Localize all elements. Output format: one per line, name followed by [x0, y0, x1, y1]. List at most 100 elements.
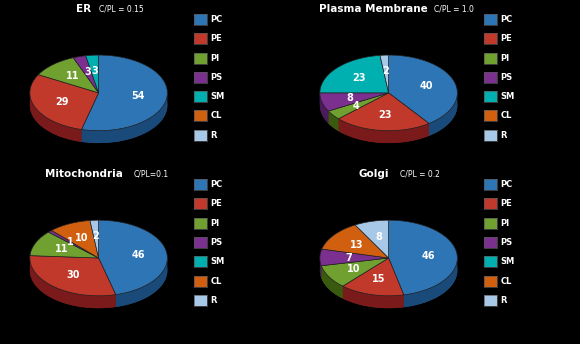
Text: 54: 54	[132, 90, 145, 101]
Text: C/PL = 0.2: C/PL = 0.2	[400, 170, 440, 179]
Text: Plasma Membrane: Plasma Membrane	[319, 4, 428, 14]
Text: PE: PE	[501, 34, 512, 43]
Polygon shape	[30, 93, 82, 142]
Text: R: R	[501, 296, 507, 305]
Text: Golgi: Golgi	[358, 169, 389, 179]
Text: PI: PI	[211, 54, 220, 63]
Text: 4: 4	[353, 101, 360, 111]
Polygon shape	[404, 259, 457, 307]
Text: SM: SM	[501, 92, 515, 101]
Polygon shape	[389, 93, 458, 136]
Text: C/PL = 1.0: C/PL = 1.0	[434, 5, 474, 14]
Polygon shape	[49, 230, 99, 258]
Polygon shape	[99, 220, 168, 294]
Polygon shape	[321, 258, 389, 286]
Polygon shape	[86, 55, 99, 93]
Text: CL: CL	[211, 111, 222, 120]
Polygon shape	[115, 259, 167, 307]
Text: PS: PS	[211, 73, 223, 82]
Text: 40: 40	[420, 81, 433, 91]
Text: 11: 11	[55, 244, 69, 254]
Text: 7: 7	[345, 252, 352, 263]
Ellipse shape	[320, 233, 458, 308]
Ellipse shape	[30, 233, 168, 308]
Text: 23: 23	[378, 110, 392, 120]
Text: 13: 13	[350, 240, 364, 250]
Polygon shape	[82, 94, 167, 143]
Polygon shape	[343, 286, 404, 308]
Text: PS: PS	[501, 73, 513, 82]
Polygon shape	[320, 93, 380, 105]
Polygon shape	[322, 225, 389, 258]
Text: 10: 10	[347, 264, 361, 274]
Text: 8: 8	[375, 232, 382, 242]
Text: ER: ER	[76, 4, 91, 14]
Text: C/PL=0.1: C/PL=0.1	[134, 170, 169, 179]
Polygon shape	[380, 55, 389, 93]
Text: PC: PC	[501, 15, 513, 24]
Text: PI: PI	[501, 54, 510, 63]
Text: SM: SM	[211, 92, 225, 101]
Text: PI: PI	[211, 219, 220, 228]
Polygon shape	[90, 220, 99, 258]
Text: R: R	[211, 296, 217, 305]
Polygon shape	[82, 93, 168, 143]
Ellipse shape	[320, 67, 458, 143]
Polygon shape	[320, 93, 328, 123]
Polygon shape	[320, 94, 328, 123]
Polygon shape	[320, 249, 389, 266]
Text: 11: 11	[66, 72, 79, 82]
Polygon shape	[30, 75, 99, 129]
Text: PS: PS	[211, 238, 223, 247]
Polygon shape	[73, 56, 99, 93]
Text: 1: 1	[67, 237, 74, 247]
Text: C/PL = 0.15: C/PL = 0.15	[99, 5, 144, 14]
Polygon shape	[328, 111, 339, 131]
Text: CL: CL	[501, 277, 512, 286]
Polygon shape	[320, 259, 321, 278]
Polygon shape	[320, 258, 322, 278]
Text: 15: 15	[372, 274, 385, 284]
Text: SM: SM	[211, 257, 225, 266]
Polygon shape	[82, 55, 168, 131]
Text: R: R	[501, 131, 507, 140]
Text: PE: PE	[211, 200, 222, 208]
Polygon shape	[429, 94, 458, 136]
Text: PE: PE	[501, 200, 512, 208]
Polygon shape	[38, 58, 99, 93]
Text: PI: PI	[501, 219, 510, 228]
Text: 29: 29	[55, 97, 69, 107]
Text: 3: 3	[84, 67, 91, 77]
Polygon shape	[328, 111, 339, 131]
Polygon shape	[30, 232, 99, 258]
Text: 46: 46	[132, 250, 145, 260]
Polygon shape	[320, 55, 389, 93]
Text: 10: 10	[75, 233, 88, 243]
Polygon shape	[339, 93, 429, 131]
Polygon shape	[343, 286, 404, 308]
Polygon shape	[389, 55, 458, 123]
Polygon shape	[355, 220, 389, 258]
Text: PC: PC	[211, 15, 223, 24]
Polygon shape	[339, 119, 429, 143]
Polygon shape	[321, 266, 343, 299]
Polygon shape	[328, 93, 389, 119]
Polygon shape	[321, 266, 343, 299]
Text: SM: SM	[501, 257, 515, 266]
Text: 3: 3	[92, 66, 98, 76]
Polygon shape	[30, 256, 115, 296]
Text: PC: PC	[501, 180, 513, 189]
Polygon shape	[30, 258, 49, 268]
Polygon shape	[343, 258, 404, 296]
Text: PC: PC	[211, 180, 223, 189]
Polygon shape	[320, 93, 389, 111]
Polygon shape	[389, 258, 458, 307]
Text: 8: 8	[346, 93, 353, 103]
Text: 23: 23	[352, 73, 365, 83]
Text: PE: PE	[211, 34, 222, 43]
Text: 2: 2	[383, 66, 390, 76]
Polygon shape	[52, 221, 99, 258]
Text: 46: 46	[422, 250, 435, 260]
Text: PS: PS	[501, 238, 513, 247]
Text: 2: 2	[93, 231, 100, 241]
